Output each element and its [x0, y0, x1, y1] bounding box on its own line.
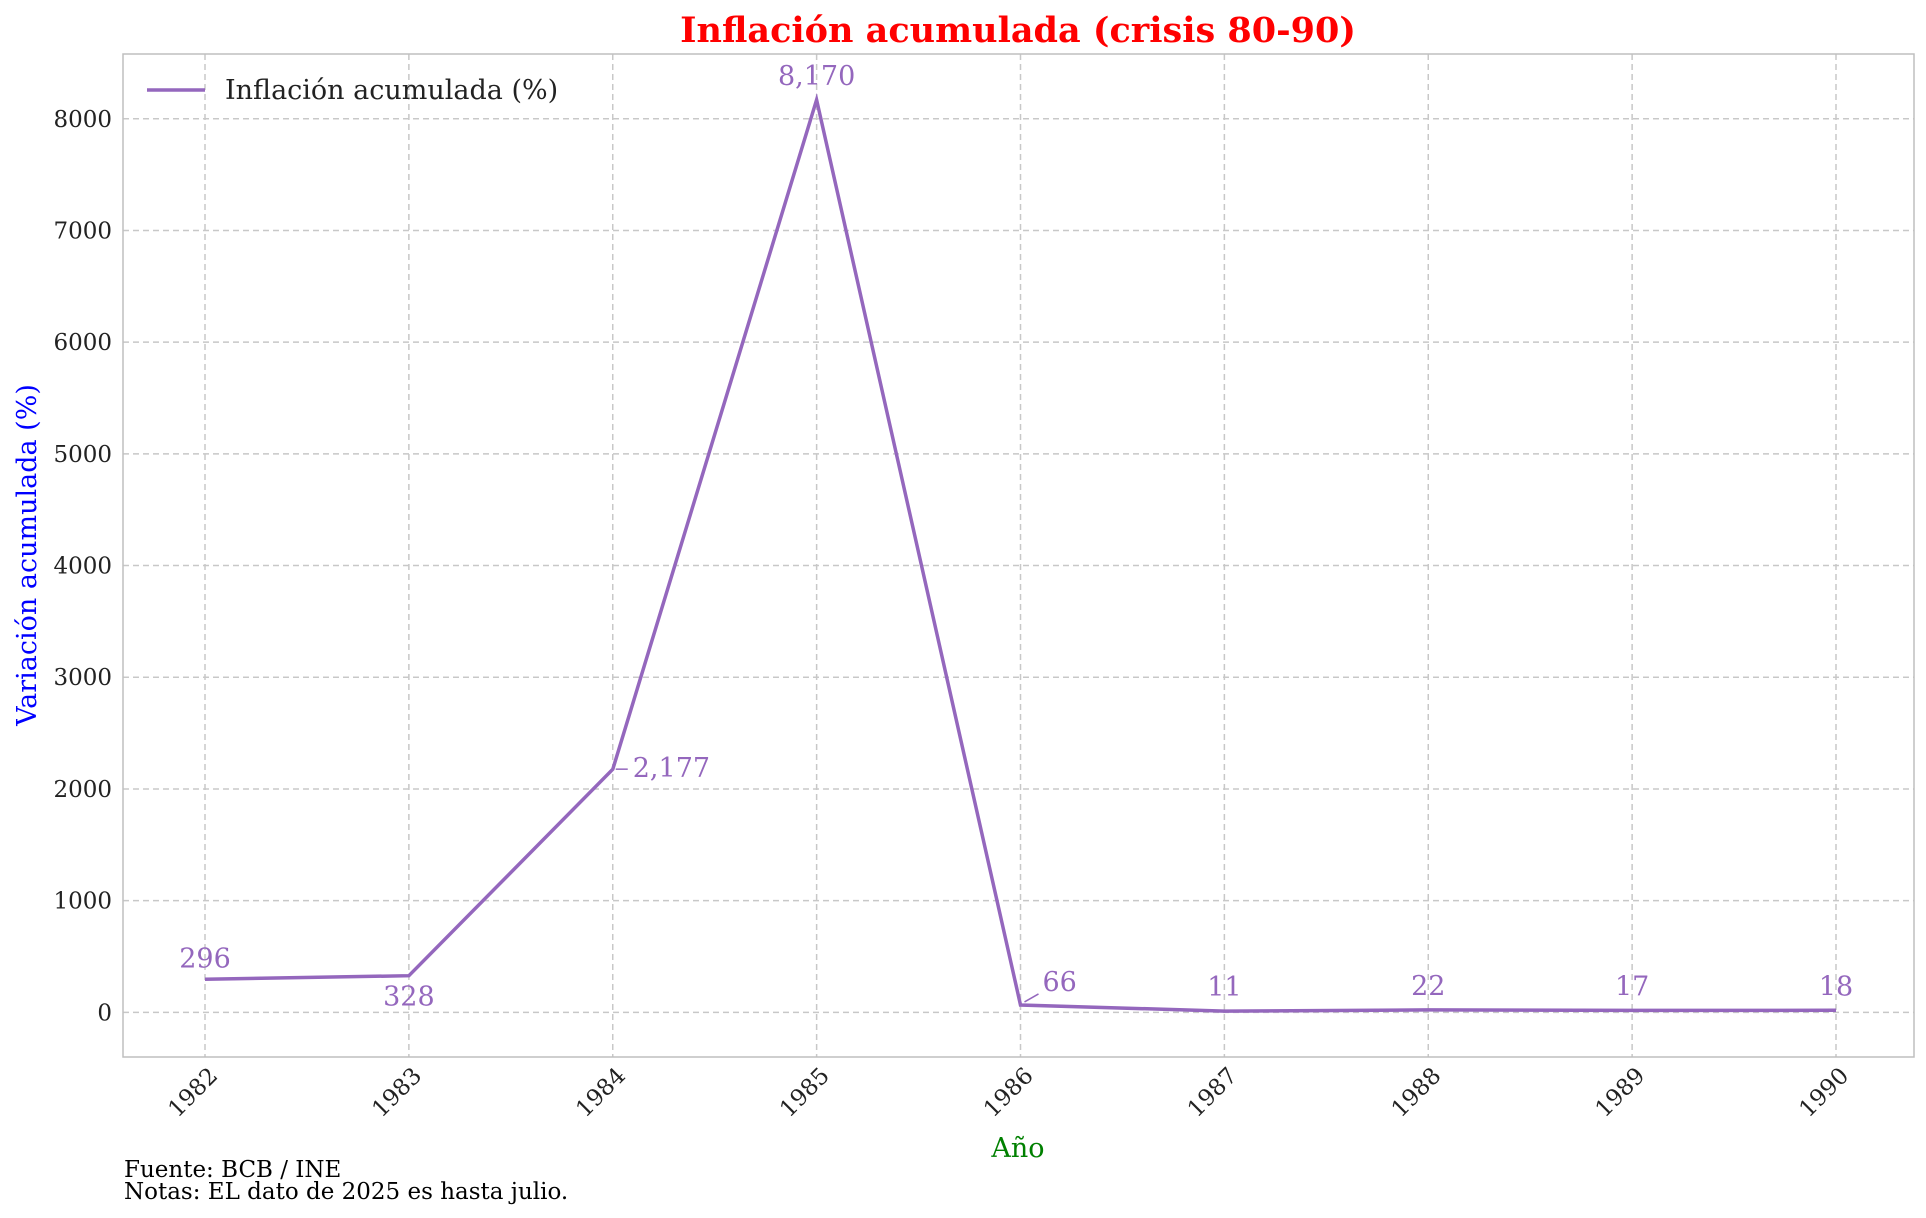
- x-tick-label-8: 1990: [1794, 1063, 1854, 1123]
- y-tick-label-1: 1000: [53, 889, 112, 915]
- data-label-1984: 2,177: [633, 753, 710, 784]
- x-tick-label-3: 1985: [775, 1063, 835, 1123]
- data-label-1986: 66: [1043, 967, 1077, 998]
- grid: [123, 54, 1914, 1057]
- x-tick-label-1: 1983: [367, 1063, 427, 1123]
- x-axis-label: Año: [990, 1133, 1044, 1164]
- plot-area: [122, 53, 1915, 1058]
- data-label-1983: 328: [383, 982, 435, 1013]
- y-tick-label-7: 7000: [53, 218, 112, 244]
- series-layer: [204, 92, 1837, 1013]
- chart-title: Inflación acumulada (crisis 80-90): [680, 10, 1356, 51]
- notes-text: Notas: EL dato de 2025 es hasta julio.: [124, 1179, 569, 1205]
- x-tick-label-0: 1982: [163, 1063, 223, 1123]
- data-labels: 296 328 2,177 8,170 66 11 22 17 18: [179, 61, 1853, 1013]
- data-label-1985: 8,170: [778, 61, 855, 92]
- x-tick-label-7: 1989: [1591, 1063, 1651, 1123]
- x-tick-label-6: 1988: [1387, 1063, 1447, 1123]
- legend: Inflación acumulada (%): [147, 75, 558, 106]
- x-tick-label-2: 1984: [571, 1063, 631, 1123]
- y-tick-label-3: 3000: [53, 665, 112, 691]
- data-label-1988: 22: [1411, 971, 1445, 1002]
- y-tick-label-4: 4000: [53, 554, 112, 580]
- x-axis: 1982 1983 1984 1985 1986 1987 1988 1989 1990: [163, 1063, 1854, 1123]
- y-tick-label-0: 0: [97, 1000, 112, 1026]
- y-axis-label: Variación acumulada (%): [12, 384, 43, 727]
- data-label-1987: 11: [1207, 972, 1241, 1003]
- y-tick-label-2: 2000: [53, 777, 112, 803]
- data-label-1989: 17: [1615, 971, 1649, 1002]
- source-note: Fuente: BCB / INE: [124, 1157, 342, 1183]
- annotation-leader-1986: [1024, 993, 1039, 1003]
- data-label-1982: 296: [179, 943, 231, 974]
- data-label-1990: 18: [1819, 971, 1853, 1002]
- series-line: [204, 92, 1837, 1013]
- y-tick-label-8: 8000: [53, 107, 112, 133]
- x-tick-label-4: 1986: [979, 1063, 1039, 1123]
- y-tick-label-5: 5000: [53, 442, 112, 468]
- legend-label: Inflación acumulada (%): [225, 75, 558, 106]
- x-tick-label-5: 1987: [1183, 1063, 1243, 1123]
- y-axis: 0 1000 2000 3000 4000 5000 6000 7000 8000: [53, 107, 112, 1027]
- y-tick-label-6: 6000: [53, 330, 112, 356]
